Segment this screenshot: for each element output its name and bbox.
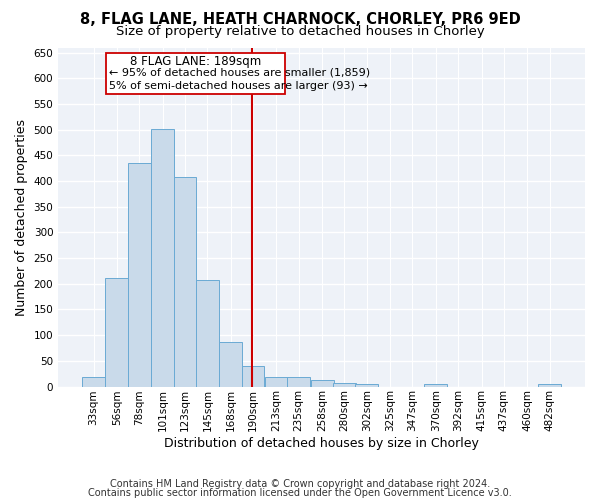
Text: Contains public sector information licensed under the Open Government Licence v3: Contains public sector information licen… (88, 488, 512, 498)
Bar (265, 377, 288, 386)
Text: 5% of semi-detached houses are larger (93) →: 5% of semi-detached houses are larger (9… (109, 80, 368, 90)
Bar (151, 128, 174, 386)
X-axis label: Distribution of detached houses by size in Chorley: Distribution of detached houses by size … (164, 437, 479, 450)
Text: ← 95% of detached houses are smaller (1,859): ← 95% of detached houses are smaller (1,… (109, 68, 370, 78)
Bar (242, 366, 265, 386)
Bar (424, 384, 447, 386)
FancyBboxPatch shape (106, 52, 285, 94)
Bar (311, 380, 334, 386)
Bar (287, 378, 310, 386)
Bar (128, 163, 151, 386)
Text: 8 FLAG LANE: 189sqm: 8 FLAG LANE: 189sqm (130, 54, 261, 68)
Bar (333, 383, 356, 386)
Text: 8, FLAG LANE, HEATH CHARNOCK, CHORLEY, PR6 9ED: 8, FLAG LANE, HEATH CHARNOCK, CHORLEY, P… (80, 12, 520, 28)
Bar (355, 384, 378, 386)
Text: Contains HM Land Registry data © Crown copyright and database right 2024.: Contains HM Land Registry data © Crown c… (110, 479, 490, 489)
Bar (173, 178, 196, 386)
Bar (82, 378, 105, 386)
Bar (196, 280, 219, 386)
Bar (106, 278, 128, 386)
Bar (538, 384, 561, 386)
Text: Size of property relative to detached houses in Chorley: Size of property relative to detached ho… (116, 25, 484, 38)
Bar (219, 342, 242, 386)
Y-axis label: Number of detached properties: Number of detached properties (15, 118, 28, 316)
